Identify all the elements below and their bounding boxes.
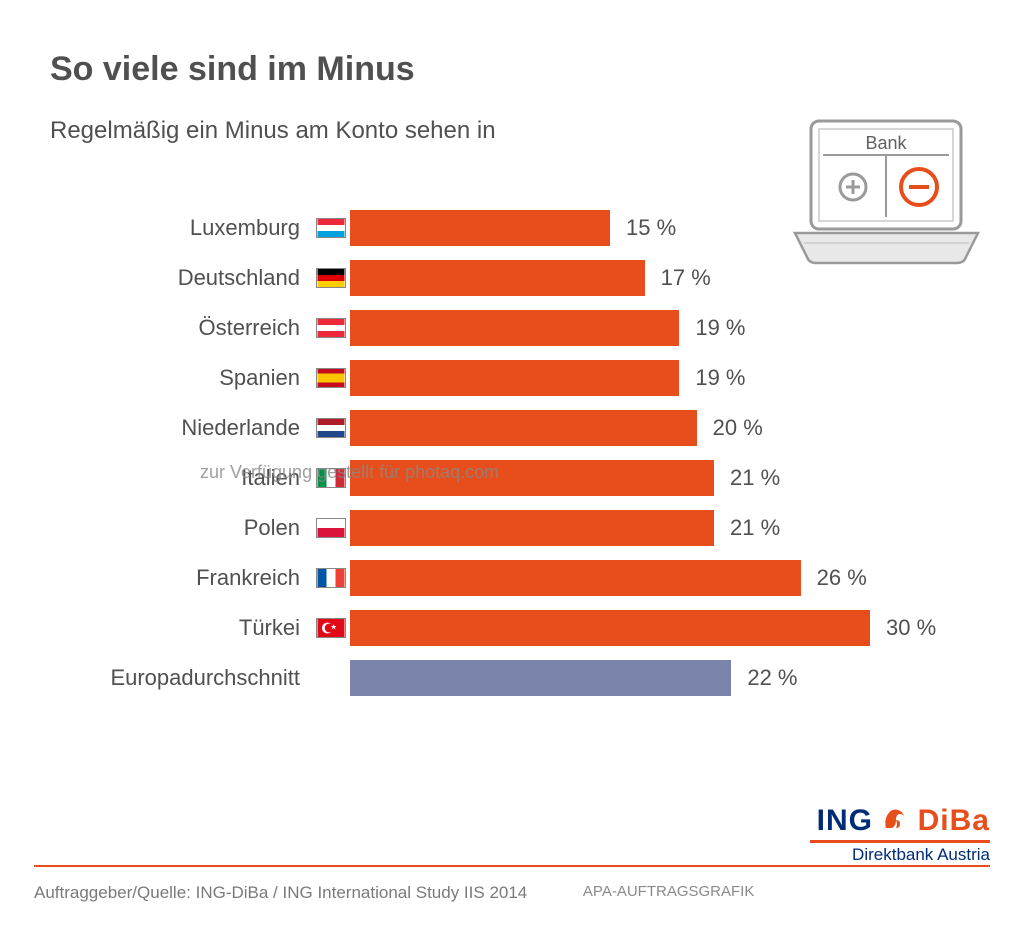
bar-cell: 19 % bbox=[350, 360, 974, 396]
logo-subtitle: Direktbank Austria bbox=[34, 845, 990, 865]
chart-title: So viele sind im Minus bbox=[50, 50, 974, 89]
flag-icon bbox=[312, 468, 350, 488]
row-label: Niederlande bbox=[50, 415, 312, 441]
bar-cell: 22 % bbox=[350, 660, 974, 696]
logo-underline bbox=[810, 840, 990, 843]
flag-icon bbox=[312, 368, 350, 388]
value-label: 20 % bbox=[713, 415, 763, 441]
value-label: 30 % bbox=[886, 615, 936, 641]
value-label: 21 % bbox=[730, 465, 780, 491]
flag-icon bbox=[312, 418, 350, 438]
chart-row: Italien 21 % bbox=[50, 453, 974, 503]
bar-cell: 21 % bbox=[350, 510, 974, 546]
chart-row: Spanien 19 % bbox=[50, 353, 974, 403]
row-label: Spanien bbox=[50, 365, 312, 391]
value-label: 26 % bbox=[817, 565, 867, 591]
row-label: Deutschland bbox=[50, 265, 312, 291]
bar bbox=[350, 560, 801, 596]
bar bbox=[350, 210, 610, 246]
logo-ing-text: ING bbox=[817, 804, 873, 837]
flag-icon bbox=[312, 318, 350, 338]
chart-row: Luxemburg 15 % bbox=[50, 203, 974, 253]
logo-diba-text: DiBa bbox=[918, 804, 990, 837]
chart-row: Niederlande 20 % bbox=[50, 403, 974, 453]
footer-divider bbox=[34, 865, 990, 867]
logo: ING DiBa Direktbank Austria bbox=[34, 804, 990, 865]
chart-row: Deutschland 17 % bbox=[50, 253, 974, 303]
bar bbox=[350, 310, 679, 346]
flag-icon bbox=[312, 268, 350, 288]
row-label: Italien bbox=[50, 465, 312, 491]
row-label: Österreich bbox=[50, 315, 312, 341]
flag-icon bbox=[312, 568, 350, 588]
bar bbox=[350, 460, 714, 496]
chart-row: Polen 21 % bbox=[50, 503, 974, 553]
bar-cell: 26 % bbox=[350, 560, 974, 596]
bar bbox=[350, 410, 697, 446]
row-label: Luxemburg bbox=[50, 215, 312, 241]
bar bbox=[350, 660, 731, 696]
value-label: 21 % bbox=[730, 515, 780, 541]
bar bbox=[350, 610, 870, 646]
footer-credit: APA-AUFTRAGSGRAFIK bbox=[583, 879, 754, 900]
bar bbox=[350, 360, 679, 396]
bar bbox=[350, 510, 714, 546]
laptop-title: Bank bbox=[865, 133, 907, 153]
value-label: 19 % bbox=[695, 315, 745, 341]
bar-cell: 20 % bbox=[350, 410, 974, 446]
chart-row: Österreich 19 % bbox=[50, 303, 974, 353]
row-label: Polen bbox=[50, 515, 312, 541]
footer: ING DiBa Direktbank Austria Auftraggeber… bbox=[0, 852, 1024, 933]
chart-row: Europadurchschnitt 22 % bbox=[50, 653, 974, 703]
bar bbox=[350, 260, 645, 296]
flag-icon bbox=[312, 518, 350, 538]
bar-cell: 19 % bbox=[350, 310, 974, 346]
bar-chart: Luxemburg 15 % Deutschland 17 % Österreich 19… bbox=[50, 203, 974, 703]
value-label: 22 % bbox=[747, 665, 797, 691]
row-label: Europadurchschnitt bbox=[50, 665, 312, 691]
bar-cell: 15 % bbox=[350, 210, 974, 246]
chart-row: Türkei 30 % bbox=[50, 603, 974, 653]
flag-icon bbox=[312, 218, 350, 238]
bar-cell: 30 % bbox=[350, 610, 974, 646]
footer-source: Auftraggeber/Quelle: ING-DiBa / ING Inte… bbox=[34, 879, 527, 903]
value-label: 17 % bbox=[661, 265, 711, 291]
flag-icon bbox=[312, 618, 350, 638]
row-label: Türkei bbox=[50, 615, 312, 641]
bar-cell: 21 % bbox=[350, 460, 974, 496]
bar-cell: 17 % bbox=[350, 260, 974, 296]
row-label: Frankreich bbox=[50, 565, 312, 591]
value-label: 19 % bbox=[695, 365, 745, 391]
chart-row: Frankreich 26 % bbox=[50, 553, 974, 603]
value-label: 15 % bbox=[626, 215, 676, 241]
lion-icon bbox=[882, 806, 908, 832]
